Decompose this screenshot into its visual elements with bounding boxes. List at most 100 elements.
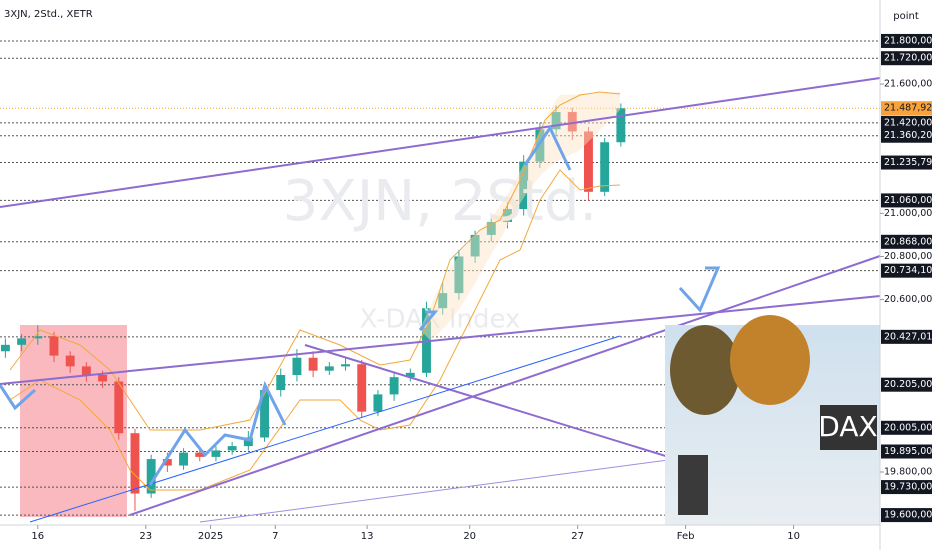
x-tick-label: 2025 — [198, 531, 223, 542]
candle-body — [292, 357, 302, 375]
bollinger-lower — [9, 169, 621, 491]
candle-body — [503, 209, 512, 222]
level-label: 21.235,79 — [884, 157, 932, 168]
image-label: DAX — [818, 410, 877, 443]
candle-body — [146, 459, 156, 494]
candle-body — [17, 338, 27, 345]
arrow — [678, 266, 721, 313]
x-tick-label: 27 — [571, 531, 584, 542]
level-label-box — [881, 128, 932, 143]
candle-body — [454, 256, 464, 294]
candle-body — [438, 293, 448, 309]
level-label-box — [881, 377, 932, 392]
y-tick-label: 20.800,00 — [884, 251, 932, 262]
arrow — [0, 384, 37, 411]
candle-body — [308, 357, 318, 371]
level-label-box — [881, 193, 932, 208]
level-label-box — [881, 155, 932, 170]
y-tick-label: 21.000,00 — [884, 208, 932, 219]
level-label: 19.600,00 — [884, 510, 932, 521]
level-label-box — [881, 329, 932, 344]
candle-body — [324, 366, 334, 371]
arrow — [523, 124, 572, 171]
x-tick-label: 10 — [787, 531, 800, 542]
basket — [678, 455, 708, 515]
candle-body — [373, 394, 383, 412]
candle-body — [81, 366, 91, 375]
arrow — [148, 380, 287, 486]
watermark: 3XJN, 2Std. — [283, 169, 597, 234]
candle-body — [389, 377, 399, 395]
candle-body — [616, 108, 626, 143]
candle-body — [567, 112, 577, 132]
band-fill — [420, 92, 620, 340]
chart-title: 3XJN, 2Std., XETR — [4, 9, 93, 20]
x-tick-label: 7 — [272, 531, 278, 542]
last-price-box — [881, 101, 932, 116]
candle-body — [130, 433, 140, 494]
candle-body — [341, 364, 350, 367]
level-label-box — [881, 33, 932, 48]
trend-line — [0, 295, 881, 385]
candle-body — [65, 355, 75, 367]
y-tick-label: 20.600,00 — [884, 294, 932, 305]
level-label: 21.420,00 — [884, 117, 932, 128]
candle-body — [195, 452, 205, 457]
candle-body — [260, 390, 269, 438]
level-label-box — [881, 51, 932, 66]
level-label: 20.205,00 — [884, 379, 932, 390]
level-label: 20.868,00 — [884, 236, 932, 247]
level-label: 20.005,00 — [884, 422, 932, 433]
candle-body — [551, 112, 561, 130]
balloon — [670, 325, 740, 415]
candle-body — [519, 161, 529, 210]
candle-body — [179, 452, 189, 466]
x-tick-label: 16 — [31, 531, 44, 542]
candle-body — [470, 234, 480, 257]
candle-body — [357, 364, 367, 412]
last-price-label: 21.487,92 — [884, 103, 932, 114]
image-overlay: DAX — [665, 315, 880, 525]
balloon — [730, 315, 810, 405]
trend-line — [129, 255, 881, 516]
trend-line — [29, 335, 621, 523]
candle-body — [49, 336, 59, 356]
x-tick-label: Feb — [677, 531, 695, 542]
candle-body — [114, 381, 124, 434]
level-label: 21.720,00 — [884, 53, 932, 64]
candle-body — [0, 344, 10, 352]
candle-body — [405, 372, 415, 378]
y-tick-label: 19.800,00 — [884, 466, 932, 477]
level-label: 20.734,10 — [884, 265, 932, 276]
candle-body — [211, 450, 221, 457]
level-label: 21.800,00 — [884, 35, 932, 46]
level-label-box — [881, 420, 932, 435]
level-label: 20.427,01 — [884, 331, 932, 342]
bollinger-upper — [9, 91, 621, 431]
level-label-box — [881, 115, 932, 130]
level-label: 19.730,00 — [884, 482, 932, 493]
x-tick-label: 20 — [463, 531, 476, 542]
watermark-sub: X-DAX Index — [360, 305, 521, 335]
level-label-box — [881, 480, 932, 495]
candle-body — [33, 336, 43, 339]
label-box — [820, 405, 877, 450]
candle-body — [600, 142, 610, 192]
candle-body — [276, 375, 286, 391]
candle-body — [243, 437, 253, 447]
trend-line — [0, 77, 881, 208]
y-tick-label: 21.600,00 — [884, 79, 932, 90]
x-tick-label: 23 — [139, 531, 152, 542]
y-axis-title: point — [893, 11, 919, 22]
pattern-arrows — [0, 124, 721, 486]
candle-body — [98, 375, 108, 382]
candle-body — [584, 131, 593, 192]
level-label-box — [881, 263, 932, 278]
level-label-box — [881, 234, 932, 249]
candle-body — [162, 459, 172, 466]
arrow — [418, 310, 439, 331]
level-label-box — [881, 444, 932, 459]
x-tick-label: 13 — [361, 531, 374, 542]
